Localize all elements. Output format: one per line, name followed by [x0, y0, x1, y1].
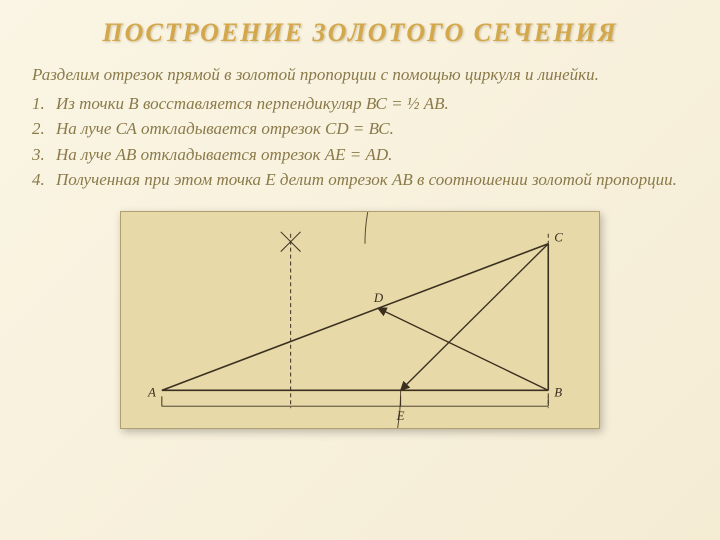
page-title: ПОСТРОЕНИЕ ЗОЛОТОГО СЕЧЕНИЯ	[32, 18, 688, 48]
step-item: На луче СА откладывается отрезок СD = ВС…	[32, 116, 688, 142]
svg-text:D: D	[373, 291, 384, 305]
geometry-diagram: A B C D E	[120, 211, 600, 429]
svg-text:B: B	[554, 385, 562, 399]
svg-text:E: E	[396, 409, 405, 423]
step-item: На луче АВ откладывается отрезок АЕ = АD…	[32, 142, 688, 168]
diagram-svg: A B C D E	[121, 212, 599, 428]
svg-text:A: A	[147, 385, 156, 399]
step-item: Из точки В восставляется перпендикуляр В…	[32, 91, 688, 117]
intro-text: Разделим отрезок прямой в золотой пропор…	[32, 64, 688, 87]
svg-text:C: C	[554, 231, 563, 245]
step-item: Полученная при этом точка Е делит отрезо…	[32, 167, 688, 193]
steps-list: Из точки В восставляется перпендикуляр В…	[32, 91, 688, 193]
